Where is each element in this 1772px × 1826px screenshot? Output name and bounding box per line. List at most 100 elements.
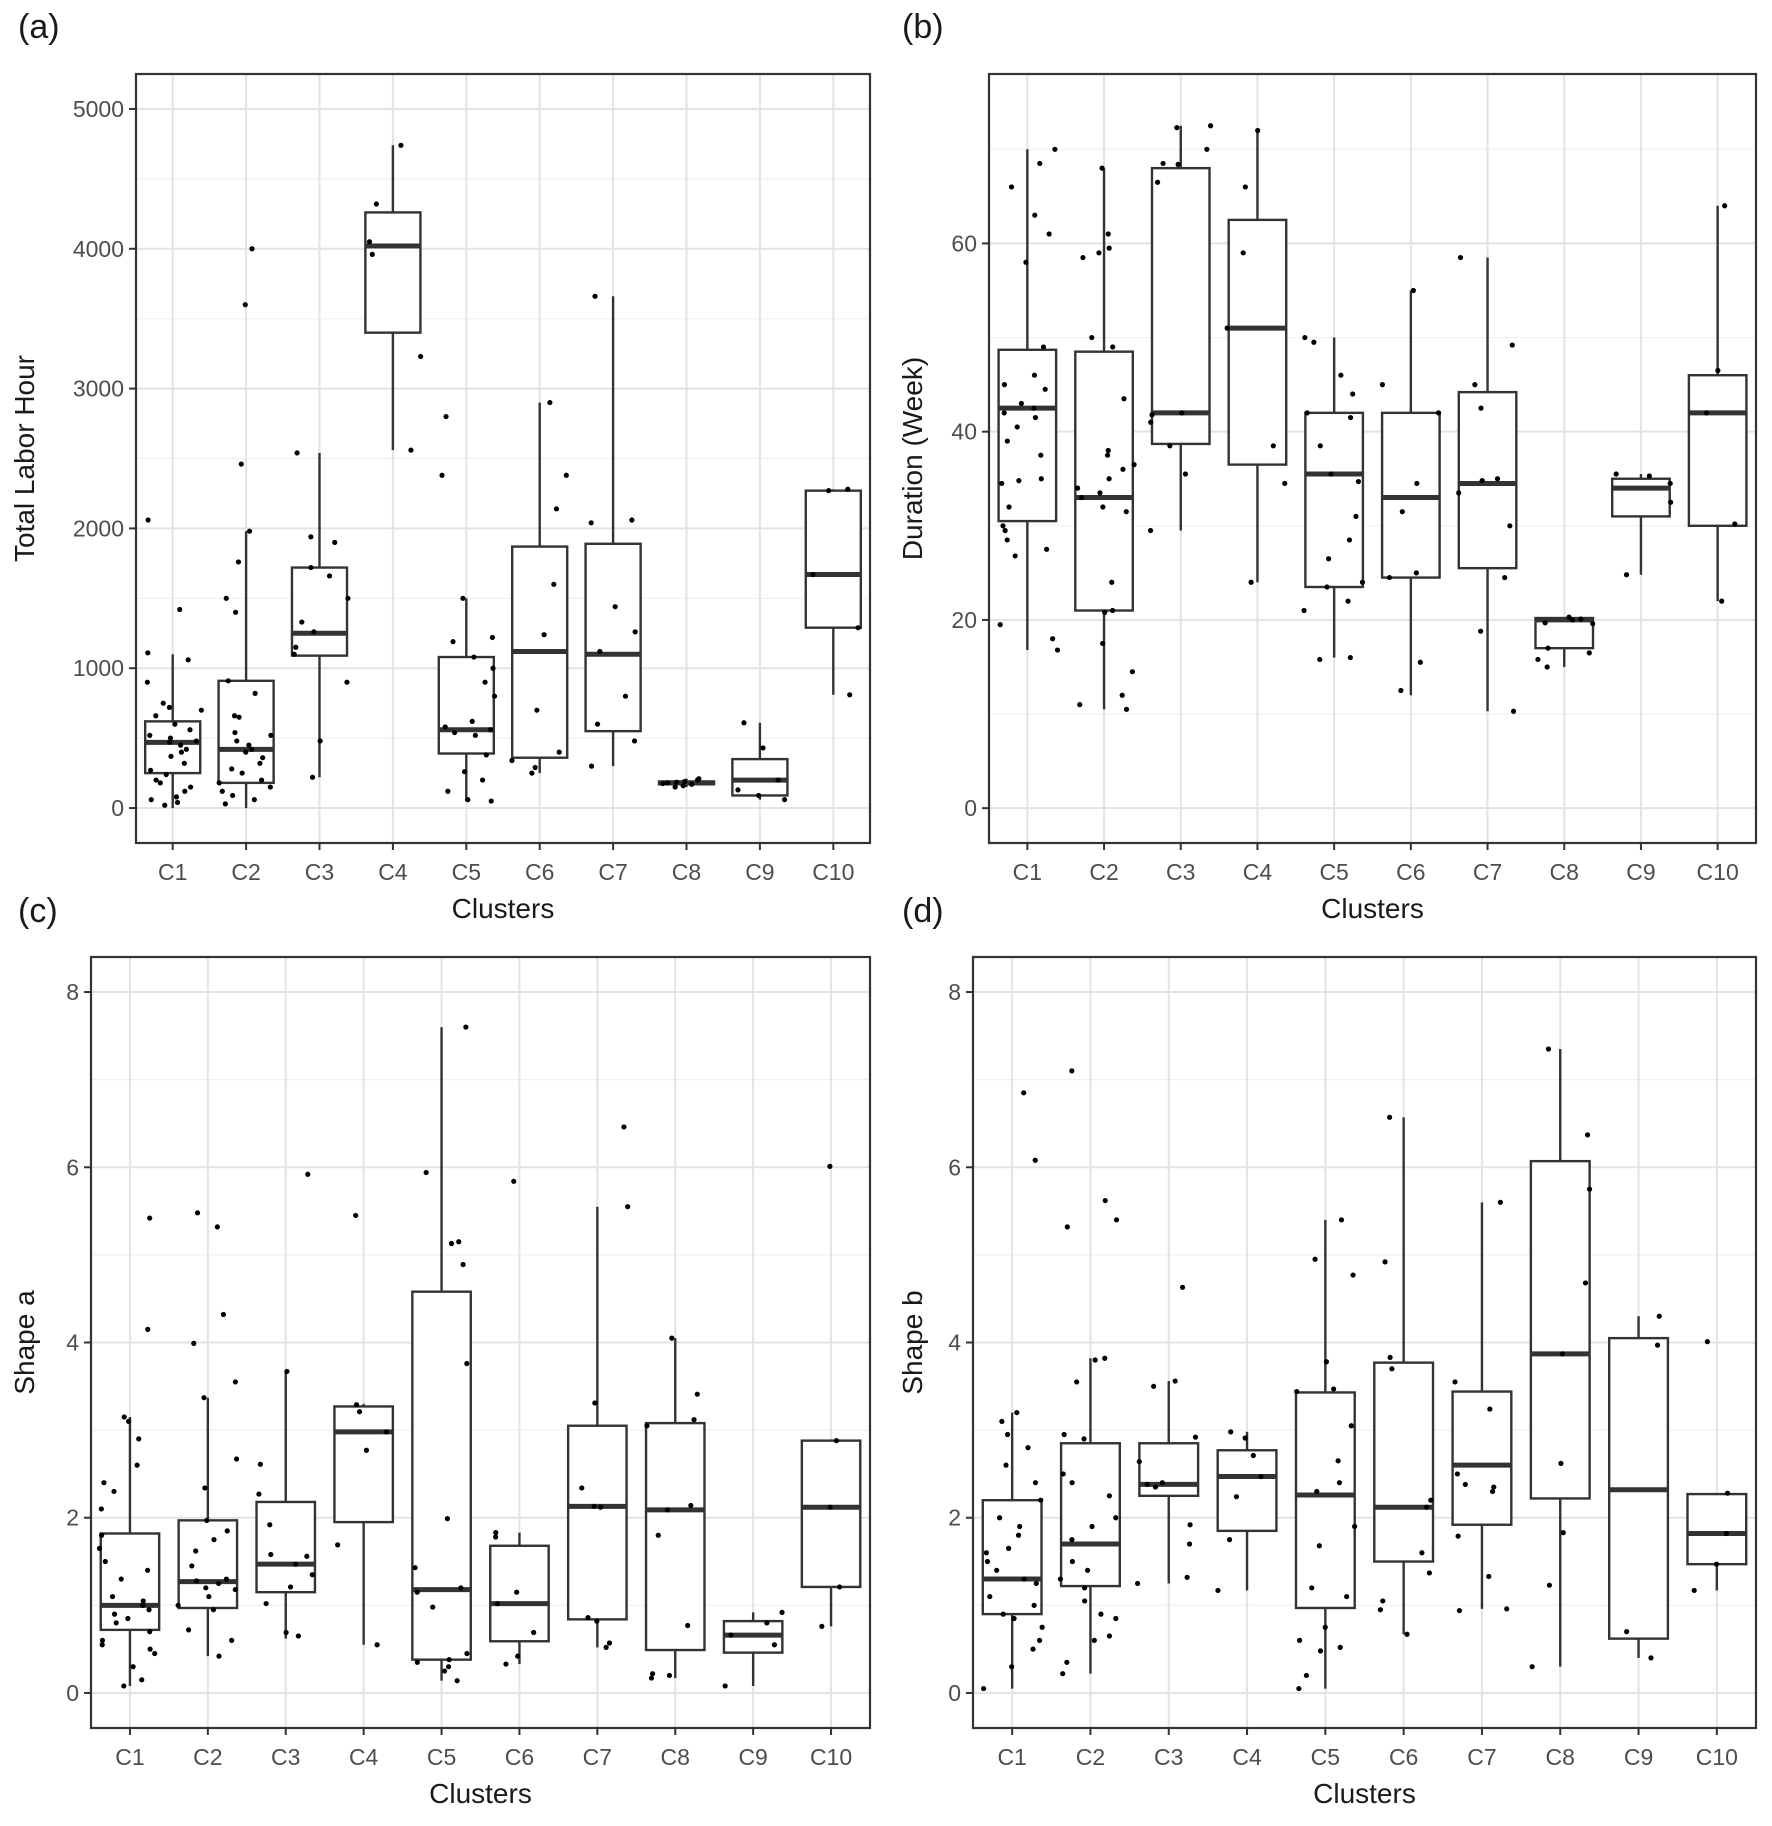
box-C4	[364, 142, 424, 453]
data-point	[136, 1436, 142, 1442]
data-point	[999, 480, 1005, 487]
data-point	[1106, 245, 1112, 251]
box-C2	[216, 246, 275, 809]
data-point	[295, 1633, 301, 1639]
y-tick-label: 2	[66, 1505, 79, 1531]
data-point	[490, 665, 496, 671]
data-point	[1569, 617, 1576, 623]
data-point	[547, 399, 553, 406]
data-point	[1703, 410, 1710, 416]
data-point	[1504, 1606, 1510, 1612]
data-point	[153, 713, 159, 719]
data-point	[220, 1311, 227, 1318]
iqr-box	[489, 1544, 550, 1643]
data-point	[1248, 579, 1254, 585]
data-point	[1046, 231, 1052, 237]
data-point	[1404, 1631, 1410, 1637]
box-C6	[509, 399, 569, 776]
data-point	[629, 517, 635, 523]
panel-d: (d) 0 2 4 6 8 C1 C2 C3 C4 C5 C6 C7 C8 C9 C10 Clusters Sha…	[897, 892, 1758, 1809]
x-axis-title: Clusters	[452, 893, 555, 924]
data-point	[177, 742, 184, 748]
data-point	[1119, 692, 1125, 698]
data-point	[1038, 1497, 1044, 1503]
data-point	[1226, 1537, 1233, 1543]
box-C5	[1301, 334, 1366, 663]
panel-b: (b) 0 20 40 60 C1 C2 C3 C4 C5 C6 C7 C8 C9 C10 Clusters D…	[897, 8, 1758, 924]
data-point	[1502, 574, 1508, 581]
data-point	[291, 651, 297, 657]
data-point	[1159, 1480, 1165, 1486]
data-point	[363, 1447, 370, 1453]
data-point	[1102, 1355, 1108, 1361]
data-point	[1387, 1354, 1393, 1360]
x-tick-label: C3	[271, 1744, 300, 1770]
data-point	[456, 1239, 462, 1245]
data-point	[855, 625, 861, 631]
data-point	[819, 1623, 825, 1629]
data-point	[1123, 509, 1129, 515]
data-point	[1507, 523, 1513, 529]
data-point	[983, 1550, 989, 1556]
data-point	[134, 1462, 140, 1468]
data-point	[1097, 490, 1103, 496]
data-point	[1494, 476, 1501, 482]
data-point	[503, 1661, 509, 1667]
data-point	[203, 1585, 209, 1591]
data-point	[167, 739, 173, 745]
data-point	[168, 753, 174, 759]
box-C3	[1147, 123, 1214, 534]
x-tick-label: C7	[1473, 859, 1502, 885]
iqr-box	[1059, 1442, 1122, 1588]
panel-label: (c)	[18, 892, 58, 930]
data-point	[284, 1368, 290, 1375]
data-point	[1089, 1523, 1095, 1530]
data-point	[1054, 647, 1061, 653]
data-point	[1187, 1522, 1193, 1528]
data-point	[553, 506, 560, 512]
data-point	[1233, 1494, 1240, 1500]
box-C8	[657, 776, 716, 790]
data-point	[204, 1517, 210, 1523]
data-point	[1172, 1378, 1178, 1384]
data-point	[588, 520, 594, 526]
data-point	[648, 1675, 655, 1681]
iqr-box	[1451, 1390, 1513, 1526]
data-point	[118, 1576, 124, 1582]
data-point	[414, 1659, 420, 1665]
data-point	[612, 604, 618, 610]
data-point	[233, 1456, 240, 1462]
x-tick-label: C10	[1696, 1744, 1738, 1770]
data-point	[741, 720, 747, 726]
data-point	[1038, 476, 1044, 482]
data-point	[987, 1593, 993, 1600]
data-point	[147, 1629, 153, 1635]
data-point	[1003, 1462, 1009, 1468]
data-point	[1207, 123, 1214, 129]
data-point	[1060, 1671, 1066, 1677]
data-point	[1624, 1629, 1630, 1635]
data-point	[689, 781, 695, 787]
data-point	[113, 1620, 119, 1626]
data-point	[173, 794, 180, 800]
data-point	[664, 780, 671, 786]
data-point	[1160, 160, 1166, 167]
iqr-box	[981, 1499, 1043, 1616]
data-point	[1323, 1359, 1330, 1365]
data-point	[579, 1485, 585, 1491]
data-point	[299, 619, 305, 625]
data-point	[1338, 1217, 1345, 1223]
data-point	[1113, 1615, 1119, 1622]
data-point	[515, 1653, 521, 1659]
data-point	[1037, 1637, 1043, 1643]
data-point	[1345, 598, 1351, 604]
data-point	[1419, 1550, 1425, 1556]
data-point	[317, 738, 323, 744]
data-point	[1192, 1434, 1199, 1440]
data-point	[1098, 1611, 1104, 1617]
box-C3	[1135, 1284, 1200, 1587]
box-C1	[96, 1215, 161, 1689]
data-point	[166, 704, 172, 710]
box-C5	[1294, 1217, 1358, 1692]
data-point	[1135, 1580, 1141, 1587]
